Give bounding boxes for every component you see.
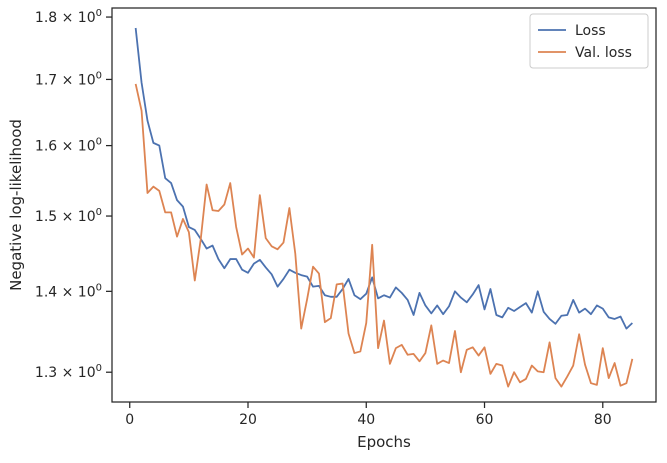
y-tick-exponent: 0 <box>96 8 102 19</box>
y-axis-label: Negative log-likelihood <box>7 119 25 291</box>
x-tick-label: 0 <box>125 412 134 428</box>
y-tick-base: 1.5 <box>35 209 57 225</box>
plot-frame <box>111 7 657 403</box>
y-tick-label: 1.8 × 100 <box>35 8 102 26</box>
y-tick-exponent: 0 <box>96 282 102 293</box>
legend-label: Val. loss <box>575 45 632 61</box>
x-tick-label: 60 <box>476 412 494 428</box>
y-tick-exponent: 0 <box>96 137 102 148</box>
legend-label: Loss <box>575 23 606 39</box>
y-tick-times: × 10 <box>57 72 95 88</box>
y-tick-base: 1.8 <box>35 10 57 26</box>
y-tick-label: 1.6 × 100 <box>35 137 102 155</box>
x-axis-label: Epochs <box>357 433 411 451</box>
plot-lines <box>134 27 634 388</box>
y-tick-times: × 10 <box>57 365 95 381</box>
y-tick-times: × 10 <box>57 284 95 300</box>
y-tick-exponent: 0 <box>96 70 102 81</box>
y-tick-times: × 10 <box>57 139 95 155</box>
y-tick-label: 1.4 × 100 <box>35 282 102 300</box>
series-line-loss <box>134 27 633 330</box>
x-tick-label: 20 <box>239 412 257 428</box>
x-tick-label: 40 <box>357 412 375 428</box>
legend-box <box>529 13 649 69</box>
y-tick-base: 1.7 <box>35 72 57 88</box>
y-tick-base: 1.4 <box>35 284 57 300</box>
y-tick-label: 1.3 × 100 <box>35 363 102 381</box>
y-tick-exponent: 0 <box>96 207 102 218</box>
y-tick-times: × 10 <box>57 10 95 26</box>
series-line-val-loss <box>134 83 634 388</box>
y-tick-base: 1.6 <box>35 139 57 155</box>
y-tick-times: × 10 <box>57 209 95 225</box>
legend: Loss Val. loss <box>529 13 649 69</box>
y-tick-base: 1.3 <box>35 365 57 381</box>
y-tick-label: 1.7 × 100 <box>35 70 102 88</box>
y-tick-exponent: 0 <box>96 363 102 374</box>
y-tick-label: 1.5 × 100 <box>35 207 102 225</box>
x-axis: 0 20 40 60 80 <box>125 402 612 428</box>
x-tick-label: 80 <box>594 412 612 428</box>
